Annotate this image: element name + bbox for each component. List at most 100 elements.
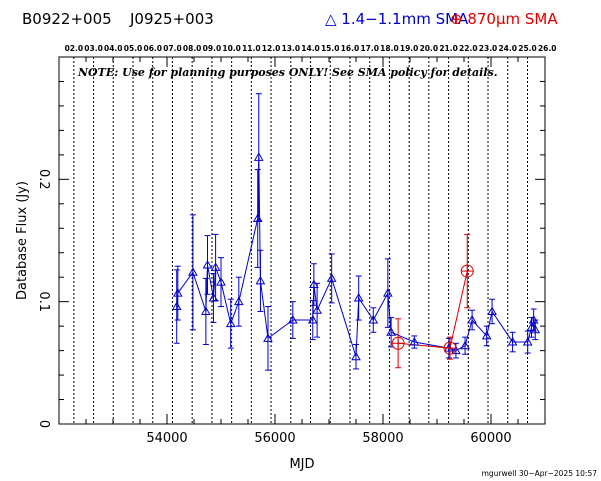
data-point xyxy=(312,282,322,338)
year-label: 20.0 xyxy=(420,44,439,53)
triangle-marker xyxy=(487,306,497,315)
triangle-marker xyxy=(216,277,226,286)
year-label: 07.0 xyxy=(163,44,182,53)
data-point xyxy=(326,253,337,304)
data-point xyxy=(409,335,420,349)
data-point xyxy=(487,298,497,325)
triangle-marker xyxy=(172,288,183,297)
triangle-marker xyxy=(210,262,221,271)
legend-series-2: ⊕ 870μm SMA xyxy=(450,10,558,28)
triangle-marker xyxy=(353,292,364,302)
triangle-marker xyxy=(225,318,236,328)
data-point xyxy=(382,258,393,328)
triangle-marker xyxy=(507,337,518,346)
year-label: 04.0 xyxy=(104,44,123,53)
y-tick-label: 0.1 xyxy=(36,291,51,312)
year-label: 23.0 xyxy=(479,44,498,53)
data-point xyxy=(287,301,298,339)
data-point xyxy=(188,214,198,331)
year-label: 05.0 xyxy=(124,44,143,53)
footer-credit: mgurwell 30−Apr−2025 10:57 xyxy=(481,469,597,478)
triangle-marker xyxy=(522,337,533,346)
year-label: 12.0 xyxy=(262,44,281,53)
triangle-marker xyxy=(201,306,211,315)
year-label: 11.0 xyxy=(242,44,261,53)
triangle-marker xyxy=(202,259,213,269)
data-point xyxy=(460,336,470,355)
note-layer: NOTE: Use for planning purposes ONLY! Se… xyxy=(77,66,498,79)
data-point xyxy=(307,299,318,341)
data-point xyxy=(201,277,211,345)
data-point xyxy=(309,263,319,306)
series-1-marks xyxy=(171,93,541,371)
data-point xyxy=(252,169,263,268)
triangle-marker xyxy=(481,330,492,340)
triangle-marker xyxy=(309,279,319,289)
triangle-marker xyxy=(368,315,379,324)
x-axis-label: MJD xyxy=(289,457,314,472)
year-label: 09.0 xyxy=(203,44,222,53)
triangle-marker xyxy=(253,152,264,161)
series-2-line xyxy=(398,270,468,349)
data-point xyxy=(460,233,474,309)
data-point xyxy=(443,336,457,360)
year-label: 14.0 xyxy=(301,44,320,53)
data-point xyxy=(171,269,182,344)
year-label: 08.0 xyxy=(183,44,202,53)
year-label: 21.0 xyxy=(439,44,458,53)
data-point xyxy=(351,343,361,370)
triangle-marker xyxy=(451,345,461,355)
triangle-marker xyxy=(233,296,244,306)
year-label: 15.0 xyxy=(321,44,340,53)
triangle-marker xyxy=(409,337,420,346)
data-point xyxy=(172,265,183,321)
source-name-1: B0922+005 xyxy=(22,10,112,28)
triangle-marker xyxy=(252,213,263,222)
year-label: 17.0 xyxy=(360,44,379,53)
triangle-marker xyxy=(326,273,337,282)
data-point xyxy=(481,325,492,347)
data-point xyxy=(522,330,533,354)
data-point xyxy=(391,318,405,369)
data-point xyxy=(253,93,264,222)
source-name-2: J0925+003 xyxy=(130,10,214,28)
data-point xyxy=(353,275,364,321)
series-2-marks xyxy=(391,233,474,369)
y-tick-label: 0.2 xyxy=(36,169,51,190)
year-label: 13.0 xyxy=(282,44,301,53)
x-tick-label: 58000 xyxy=(362,431,403,446)
data-point xyxy=(263,306,273,371)
year-label: 03.0 xyxy=(84,44,103,53)
data-point xyxy=(530,319,541,341)
y-tick-label: 0 xyxy=(36,420,51,428)
year-label: 22.0 xyxy=(459,44,478,53)
axes xyxy=(58,56,546,425)
year-label: 10.0 xyxy=(222,44,241,53)
triangle-marker xyxy=(382,288,393,297)
triangle-marker xyxy=(460,340,470,350)
triangle-marker xyxy=(255,275,266,285)
triangle-marker xyxy=(467,315,477,324)
year-label: 06.0 xyxy=(143,44,162,53)
axis-labels: 02.0 03.0 04.0 05.0 06.0 07.0 08.0 09.0 10.0 11.0… xyxy=(15,44,556,472)
triangle-marker xyxy=(312,305,322,314)
triangle-marker xyxy=(263,333,273,342)
year-label: 19.0 xyxy=(400,44,419,53)
year-label: 26.0 xyxy=(538,44,557,53)
plot-frame xyxy=(58,56,546,425)
triangle-marker xyxy=(351,351,361,361)
data-point xyxy=(233,276,244,327)
year-label: 16.0 xyxy=(341,44,360,53)
data-point xyxy=(255,249,266,312)
x-tick-label: 60000 xyxy=(470,431,511,446)
year-grid xyxy=(73,57,529,424)
year-label: 25.0 xyxy=(518,44,537,53)
year-label: 24.0 xyxy=(498,44,517,53)
legend-series-1: △ 1.4−1.1mm SMA xyxy=(325,10,469,28)
data-point xyxy=(507,331,518,353)
x-tick-label: 56000 xyxy=(254,431,295,446)
triangle-marker xyxy=(171,301,182,311)
series-line xyxy=(398,270,468,349)
x-tick-label: 54000 xyxy=(146,431,187,446)
